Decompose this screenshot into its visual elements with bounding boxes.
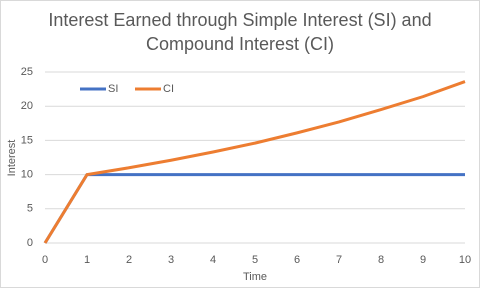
x-tick-label: 0 — [42, 254, 48, 266]
x-axis-label: Time — [243, 271, 267, 283]
y-tick-label: 0 — [27, 237, 33, 249]
x-tick-label: 6 — [294, 254, 300, 266]
x-tick-label: 9 — [420, 254, 426, 266]
legend-label: CI — [163, 83, 174, 95]
line — [43, 80, 466, 244]
x-tick-label: 3 — [168, 254, 174, 266]
chart-title: Interest Earned through Simple Interest … — [48, 10, 432, 54]
y-tick-label: 20 — [21, 100, 33, 112]
line — [43, 173, 465, 244]
legend-label: SI — [108, 83, 118, 95]
x-tick-label: 10 — [459, 254, 471, 266]
x-tick-label: 4 — [210, 254, 216, 266]
x-tick-label: 2 — [126, 254, 132, 266]
x-tick-label: 8 — [378, 254, 384, 266]
y-tick-label: 10 — [21, 169, 33, 181]
y-tick-label: 15 — [21, 134, 33, 146]
x-tick-label: 5 — [252, 254, 258, 266]
y-tick-label: 5 — [27, 203, 33, 215]
x-tick-label: 7 — [336, 254, 342, 266]
y-axis-label: Interest — [6, 140, 18, 177]
y-tick-label: 25 — [21, 66, 33, 78]
x-tick-label: 1 — [84, 254, 90, 266]
